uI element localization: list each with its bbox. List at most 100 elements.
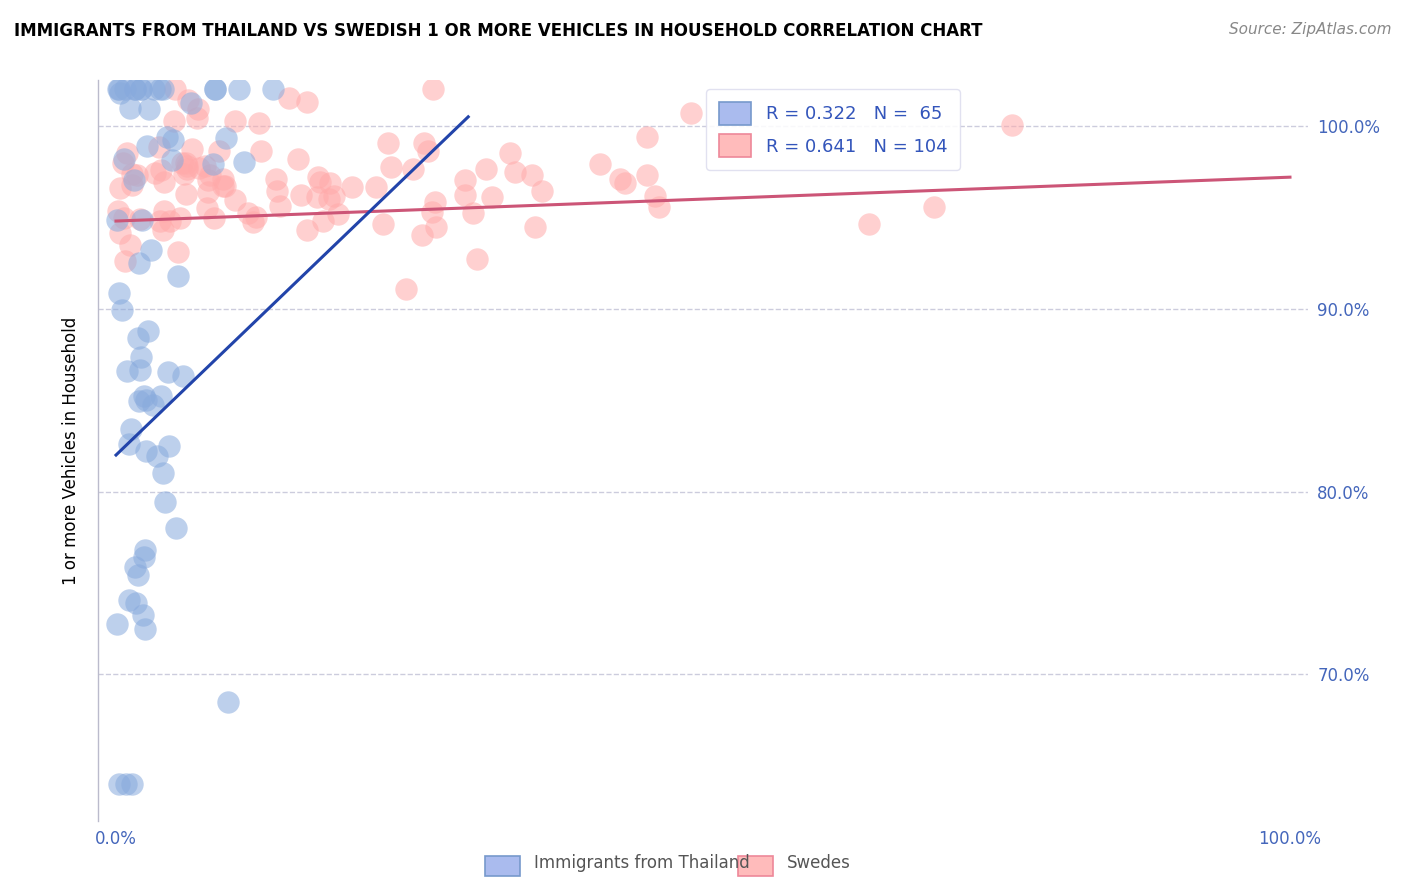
Point [110, 227, 132, 241]
Point [422, 82, 444, 96]
Point [454, 188, 477, 202]
Point [295, 223, 318, 237]
Point [169, 211, 191, 225]
Point [204, 82, 226, 96]
Point [224, 193, 246, 207]
Point [128, 363, 150, 377]
Point [120, 421, 142, 435]
Point [242, 215, 264, 229]
Point [122, 173, 145, 187]
Point [108, 86, 131, 100]
Point [125, 596, 148, 610]
Point [305, 190, 328, 204]
Point [290, 188, 312, 202]
Point [402, 162, 425, 177]
Point [247, 116, 270, 130]
Point [173, 167, 195, 181]
Point [142, 398, 165, 412]
Text: Immigrants from Thailand: Immigrants from Thailand [534, 855, 749, 872]
Point [129, 211, 152, 226]
Point [148, 139, 170, 153]
Point [224, 114, 246, 128]
Point [364, 179, 387, 194]
Point [180, 96, 202, 111]
Point [165, 521, 187, 535]
Point [679, 106, 702, 120]
Point [174, 187, 197, 202]
Point [187, 102, 209, 116]
Point [131, 608, 153, 623]
Point [129, 82, 152, 96]
Point [236, 205, 259, 219]
Point [128, 393, 150, 408]
Point [112, 211, 135, 226]
Point [340, 180, 363, 194]
Point [127, 331, 149, 345]
Point [152, 466, 174, 480]
Point [217, 695, 239, 709]
Point [232, 154, 254, 169]
Legend: R = 0.322   N =  65, R = 0.641   N = 104: R = 0.322 N = 65, R = 0.641 N = 104 [706, 89, 960, 170]
Point [644, 189, 666, 203]
Point [411, 228, 433, 243]
Point [150, 389, 173, 403]
Point [157, 439, 180, 453]
Point [204, 211, 226, 225]
Point [127, 568, 149, 582]
Point [636, 130, 658, 145]
Point [245, 210, 267, 224]
Point [121, 777, 143, 791]
Point [186, 112, 208, 126]
Point [181, 142, 204, 156]
Point [107, 82, 129, 96]
Point [262, 82, 284, 96]
Point [499, 145, 522, 160]
Point [202, 156, 225, 170]
Point [146, 449, 169, 463]
Point [134, 622, 156, 636]
Point [277, 91, 299, 105]
Point [858, 217, 880, 231]
Point [135, 392, 157, 407]
Text: IMMIGRANTS FROM THAILAND VS SWEDISH 1 OR MORE VEHICLES IN HOUSEHOLD CORRELATION : IMMIGRANTS FROM THAILAND VS SWEDISH 1 OR… [14, 22, 983, 40]
Point [295, 95, 318, 109]
Point [111, 156, 134, 170]
Point [520, 168, 543, 182]
Point [152, 82, 174, 96]
Point [463, 206, 485, 220]
Point [156, 130, 179, 145]
Point [425, 219, 447, 234]
Point [319, 176, 342, 190]
Point [212, 179, 235, 194]
Point [105, 212, 128, 227]
Point [115, 146, 138, 161]
Point [308, 175, 330, 189]
Point [134, 549, 156, 564]
Point [177, 93, 200, 107]
Point [266, 184, 288, 198]
Point [413, 136, 436, 150]
Point [150, 163, 173, 178]
Point [138, 103, 160, 117]
Point [115, 364, 138, 378]
Point [613, 176, 636, 190]
Point [481, 190, 503, 204]
Point [107, 203, 129, 218]
Point [170, 156, 193, 170]
Point [139, 243, 162, 257]
Point [172, 368, 194, 383]
Point [162, 133, 184, 147]
Point [312, 213, 335, 227]
Point [143, 166, 166, 180]
Point [111, 302, 134, 317]
Point [1001, 118, 1024, 132]
Point [208, 144, 231, 158]
Point [194, 159, 217, 173]
Y-axis label: 1 or more Vehicles in Household: 1 or more Vehicles in Household [62, 317, 80, 584]
Point [114, 254, 136, 268]
Point [152, 222, 174, 236]
Point [318, 193, 340, 207]
Point [108, 777, 131, 791]
Point [423, 195, 446, 210]
Text: Source: ZipAtlas.com: Source: ZipAtlas.com [1229, 22, 1392, 37]
